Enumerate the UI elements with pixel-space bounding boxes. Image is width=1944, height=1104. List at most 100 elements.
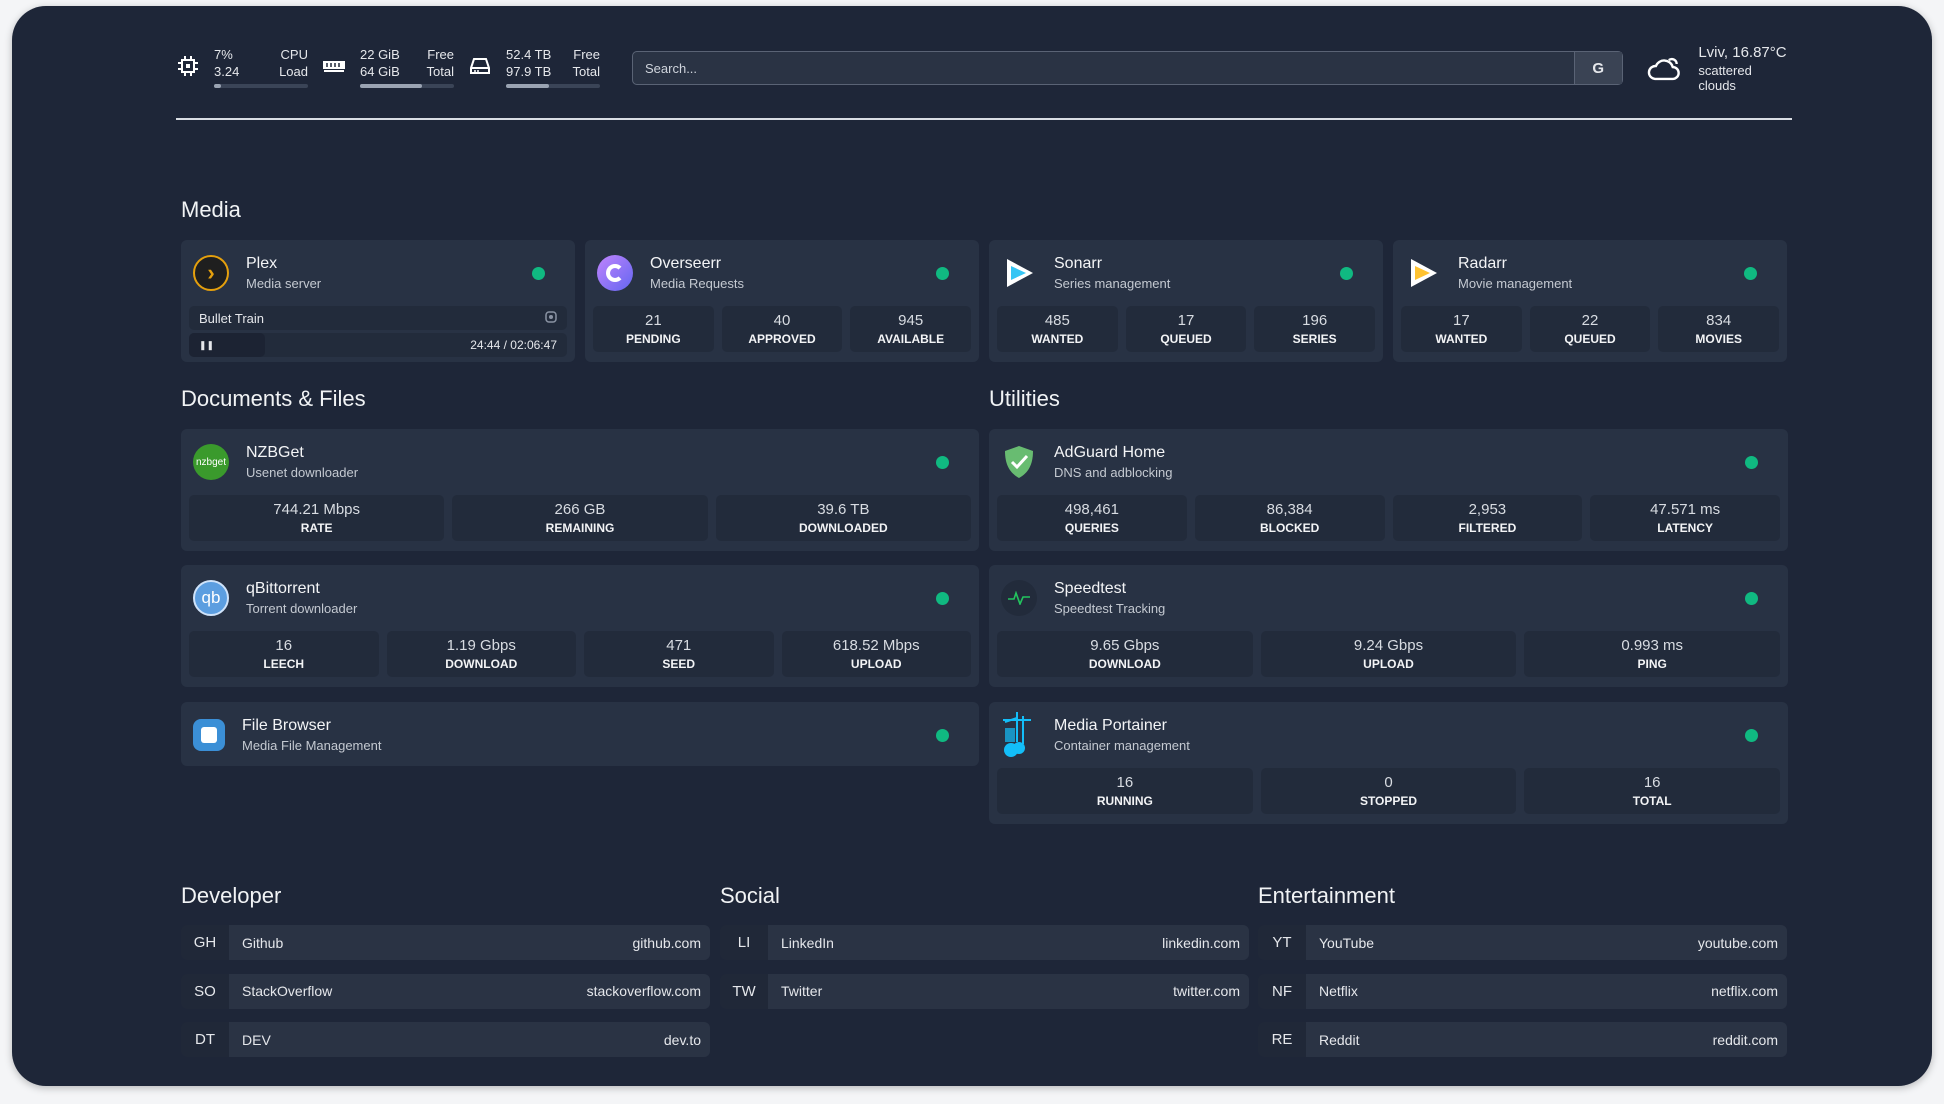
- bookmark-twitter[interactable]: TW Twitter twitter.com: [720, 973, 1249, 1009]
- bookmark-linkedin[interactable]: LI LinkedIn linkedin.com: [720, 925, 1249, 960]
- service-card-header[interactable]: File Browser Media File Management: [181, 702, 979, 768]
- service-card[interactable]: qb qBittorrent Torrent downloader 16 LEECH 1.…: [181, 565, 979, 687]
- bookmark-url: dev.to: [663, 1031, 701, 1048]
- bookmark-stackoverflow[interactable]: SO StackOverflow stackoverflow.com: [181, 973, 710, 1009]
- service-card-header[interactable]: › Plex Media server: [181, 240, 575, 306]
- stat-block: 40 APPROVED: [721, 306, 843, 352]
- service-card-header[interactable]: Overseerr Media Requests: [585, 240, 979, 306]
- service-card[interactable]: Sonarr Series management 485 WANTED 17 QUEUED…: [989, 240, 1383, 362]
- search-input[interactable]: [633, 60, 1574, 76]
- bookmark-abbreviation: SO: [194, 982, 216, 1000]
- bookmark-netflix[interactable]: NF Netflix netflix.com: [1258, 973, 1787, 1009]
- stat-block: 9.24 Gbps UPLOAD: [1260, 631, 1517, 677]
- service-card-header[interactable]: nzbget NZBGet Usenet downloader: [181, 429, 979, 495]
- bookmark-link[interactable]: Twitter twitter.com: [768, 973, 1249, 1009]
- service-card[interactable]: Media Portainer Container management 16 RUN…: [989, 702, 1788, 824]
- resource-usage-bar: [360, 84, 454, 88]
- service-title-block: Plex Media server: [246, 255, 321, 291]
- bookmark-link[interactable]: LinkedIn linkedin.com: [768, 925, 1249, 960]
- service-card[interactable]: Speedtest Speedtest Tracking 9.65 Gbps DOWN…: [989, 565, 1788, 687]
- bookmark-name: Github: [242, 934, 284, 951]
- stat-value: 17: [1452, 312, 1470, 329]
- bookmark-link[interactable]: Github github.com: [229, 925, 710, 960]
- stat-value: 17: [1177, 312, 1195, 329]
- resource-widget: 7% 3.24 CPU Load: [176, 46, 308, 90]
- stat-label: UPLOAD: [850, 657, 902, 671]
- bookmark-link[interactable]: DEV dev.to: [229, 1022, 710, 1057]
- cloud-icon: [1647, 57, 1680, 81]
- bookmark-url: stackoverflow.com: [586, 983, 701, 999]
- bookmark-dev[interactable]: DT DEV dev.to: [181, 1022, 710, 1057]
- service-card-header[interactable]: Media Portainer Container management: [989, 702, 1788, 768]
- search-box[interactable]: G: [632, 51, 1623, 85]
- playback-progress[interactable]: ❚❚: [189, 333, 265, 357]
- status-indicator: [936, 728, 949, 742]
- bookmark-url: github.com: [632, 934, 701, 951]
- bookmark-url: youtube.com: [1697, 934, 1778, 951]
- resource-values: 22 GiB 64 GiB Free Total: [360, 46, 454, 80]
- service-name: qBittorrent: [246, 580, 320, 597]
- now-playing-title-row[interactable]: Bullet Train: [189, 306, 567, 330]
- service-title-block: Media Portainer Container management: [1054, 717, 1190, 753]
- service-card-header[interactable]: qb qBittorrent Torrent downloader: [181, 565, 979, 631]
- service-card[interactable]: › Plex Media server Bullet Train ❚❚ 24:44 / 0…: [181, 240, 575, 362]
- service-card[interactable]: AdGuard Home DNS and adblocking 498,461 QUE…: [989, 429, 1788, 551]
- weather-location-temp: Lviv, 16.87°C: [1698, 43, 1787, 61]
- cpu-icon: [178, 56, 198, 76]
- stat-label: DOWNLOAD: [1088, 657, 1161, 671]
- bookmark-github[interactable]: GH Github github.com: [181, 925, 710, 960]
- stat-block: 9.65 Gbps DOWNLOAD: [997, 631, 1253, 677]
- pause-icon[interactable]: ❚❚: [199, 339, 215, 350]
- service-card-header[interactable]: Sonarr Series management: [989, 240, 1383, 306]
- bookmark-abbreviation: RE: [1271, 1031, 1293, 1048]
- resource-values-left: 7% 3.24: [214, 46, 239, 80]
- resource-label: Total: [572, 64, 600, 79]
- status-indicator: [936, 591, 949, 605]
- resource-usage-fill: [214, 84, 221, 88]
- stat-value: 485: [1044, 312, 1070, 329]
- service-card[interactable]: nzbget NZBGet Usenet downloader 744.21 Mbps…: [181, 429, 979, 551]
- bookmark-link[interactable]: StackOverflow stackoverflow.com: [229, 973, 710, 1009]
- sonarr-icon: [1001, 255, 1037, 291]
- stat-label: MOVIES: [1695, 332, 1743, 346]
- service-card[interactable]: File Browser Media File Management: [181, 702, 979, 766]
- resource-values: 7% 3.24 CPU Load: [214, 46, 308, 80]
- service-title-block: qBittorrent Torrent downloader: [246, 580, 357, 616]
- service-name: Sonarr: [1054, 255, 1103, 272]
- resource-label: CPU: [280, 47, 308, 62]
- resource-value: 52.4 TB: [506, 47, 552, 62]
- status-indicator: [936, 455, 949, 469]
- service-card[interactable]: Radarr Movie management 17 WANTED 22 QUEUED 83…: [1393, 240, 1787, 362]
- service-name: Overseerr: [650, 255, 722, 272]
- stat-value: 1.19 Gbps: [446, 637, 516, 654]
- memory-icon: [323, 61, 345, 72]
- stat-label: DOWNLOAD: [445, 657, 518, 671]
- stat-value: 2,953: [1468, 501, 1507, 518]
- stat-label: SEED: [662, 657, 696, 671]
- service-card-header[interactable]: Speedtest Speedtest Tracking: [989, 565, 1788, 631]
- bookmark-link[interactable]: Reddit reddit.com: [1306, 1022, 1787, 1057]
- stat-label: DOWNLOADED: [798, 521, 888, 535]
- bookmark-link[interactable]: Netflix netflix.com: [1306, 973, 1787, 1009]
- now-playing-title: Bullet Train: [199, 310, 265, 326]
- bookmark-reddit[interactable]: RE Reddit reddit.com: [1258, 1022, 1787, 1057]
- bookmark-link[interactable]: YouTube youtube.com: [1306, 925, 1787, 960]
- nzbget-icon: nzbget: [193, 444, 229, 480]
- stat-value: 744.21 Mbps: [273, 501, 361, 518]
- section-title-documents: Documents & Files: [181, 386, 366, 411]
- service-stats: 21 PENDING 40 APPROVED 945 AVAILABLE: [585, 306, 979, 352]
- bookmark-abbreviation: YT: [1272, 934, 1292, 951]
- stat-label: RUNNING: [1096, 794, 1153, 808]
- status-indicator: [1745, 728, 1758, 742]
- playback-time: 24:44 / 02:06:47: [470, 338, 557, 352]
- bookmark-youtube[interactable]: YT YouTube youtube.com: [1258, 925, 1787, 960]
- weather-widget[interactable]: Lviv, 16.87°C scattered clouds: [1647, 44, 1792, 93]
- service-card[interactable]: Overseerr Media Requests 21 PENDING 40 APPROV…: [585, 240, 979, 362]
- search-provider-button[interactable]: G: [1573, 52, 1622, 84]
- stat-value: 16: [1116, 774, 1134, 791]
- settings-icon[interactable]: [545, 310, 557, 326]
- stat-block: 22 QUEUED: [1529, 306, 1651, 352]
- service-card-header[interactable]: AdGuard Home DNS and adblocking: [989, 429, 1788, 495]
- resource-value: 22 GiB: [360, 47, 400, 62]
- service-card-header[interactable]: Radarr Movie management: [1393, 240, 1787, 306]
